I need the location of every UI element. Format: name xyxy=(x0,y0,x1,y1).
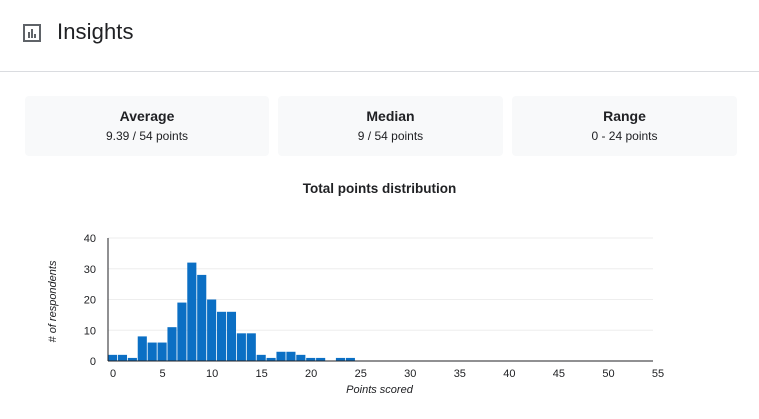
histogram-bar xyxy=(266,357,276,361)
histogram-bar xyxy=(147,342,157,361)
median-label: Median xyxy=(366,108,415,124)
histogram-bar xyxy=(157,342,167,361)
histogram-bar xyxy=(177,302,187,361)
histogram-bar xyxy=(335,357,346,361)
average-card: Average 9.39 / 54 points xyxy=(25,96,269,156)
range-label: Range xyxy=(603,108,646,124)
x-tick-label: 15 xyxy=(256,368,268,380)
histogram-bar xyxy=(246,333,256,361)
points-distribution-chart: 0 10 20 30 40 0 5 10 15 20 25 30 35 40 45 50 55 Points s… xyxy=(47,233,664,396)
bar-chart-icon xyxy=(23,24,41,42)
y-tick-label: 30 xyxy=(84,264,96,276)
histogram-bar xyxy=(236,333,246,361)
range-card: Range 0 - 24 points xyxy=(512,96,737,156)
histogram-bar xyxy=(187,262,197,361)
median-card: Median 9 / 54 points xyxy=(278,96,503,156)
y-tick-label: 0 xyxy=(90,356,96,368)
x-tick-label: 55 xyxy=(652,368,664,380)
x-axis-label: Points scored xyxy=(346,384,414,396)
histogram-bar xyxy=(296,354,306,361)
range-value: 0 - 24 points xyxy=(591,129,658,143)
chart-axes xyxy=(107,238,653,362)
histogram-bar xyxy=(167,327,177,361)
histogram-bar xyxy=(108,354,118,361)
histogram-bar xyxy=(306,357,316,361)
tick-labels: 0 10 20 30 40 0 5 10 15 20 25 30 35 40 45 50 55 xyxy=(84,233,664,380)
page-title: Insights xyxy=(57,19,134,44)
x-tick-label: 5 xyxy=(159,368,165,380)
x-tick-label: 10 xyxy=(206,368,218,380)
histogram-bar xyxy=(316,357,326,361)
chart-title: Total points distribution xyxy=(302,181,457,196)
average-label: Average xyxy=(119,108,175,124)
median-value: 9 / 54 points xyxy=(357,129,424,143)
histogram-bar xyxy=(256,354,266,361)
x-tick-label: 35 xyxy=(454,368,466,380)
x-tick-label: 20 xyxy=(305,368,317,380)
insights-header: Insights xyxy=(0,0,759,72)
y-tick-label: 20 xyxy=(84,295,96,307)
histogram-bar xyxy=(226,311,237,361)
x-tick-label: 40 xyxy=(503,368,515,380)
y-tick-label: 10 xyxy=(84,325,96,337)
average-value: 9.39 / 54 points xyxy=(105,129,189,143)
y-axis-label: # of respondents xyxy=(47,260,59,342)
histogram-bar xyxy=(276,351,286,361)
histogram-bar xyxy=(345,357,355,361)
x-tick-label: 45 xyxy=(553,368,565,380)
y-tick-label: 40 xyxy=(84,233,96,245)
x-tick-label: 30 xyxy=(404,368,416,380)
histogram-bar xyxy=(217,311,227,361)
x-tick-label: 25 xyxy=(355,368,367,380)
x-tick-label: 50 xyxy=(602,368,614,380)
histogram-bar xyxy=(207,299,217,361)
histogram-bar xyxy=(117,354,128,361)
histogram-bar xyxy=(137,336,147,361)
histogram-bar xyxy=(197,274,207,361)
histogram-bars xyxy=(108,262,355,361)
x-tick-label: 0 xyxy=(110,368,116,380)
histogram-bar xyxy=(127,357,137,361)
histogram-bar xyxy=(286,351,296,361)
